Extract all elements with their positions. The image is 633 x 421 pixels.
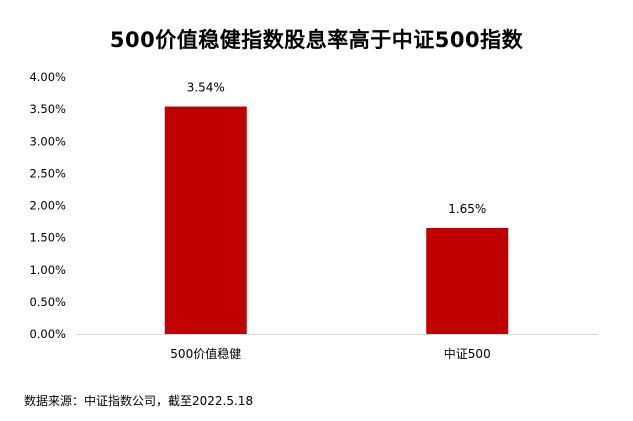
y-tick-label: 3.50% [29, 102, 66, 116]
y-tick-label: 1.00% [29, 263, 66, 277]
data-label: 3.54% [187, 81, 225, 95]
y-tick-label: 0.50% [29, 295, 66, 309]
y-tick-label: 3.00% [29, 134, 66, 148]
y-tick-label: 2.50% [29, 166, 66, 180]
y-tick-label: 0.00% [29, 327, 66, 341]
x-tick-label: 500价值稳健 [170, 346, 241, 361]
data-label-group: 3.54% 1.65% [187, 81, 487, 216]
data-label: 1.65% [448, 202, 486, 216]
bar [164, 106, 247, 335]
x-tick-label: 中证500 [444, 346, 491, 361]
y-tick-label: 1.50% [29, 231, 66, 245]
bar [426, 227, 509, 334]
bar-group [164, 106, 509, 335]
y-axis-ticks: 0.00% 0.50% 1.00% 1.50% 2.00% 2.50% 3.00% 3.50%… [29, 70, 66, 341]
chart-title: 500价值稳健指数股息率高于中证500指数 [109, 28, 524, 52]
y-tick-label: 2.00% [29, 199, 66, 213]
y-tick-label: 4.00% [29, 70, 66, 84]
x-axis-ticks: 500价值稳健 中证500 [170, 346, 490, 361]
source-note: 数据来源：中证指数公司，截至2022.5.18 [24, 394, 254, 408]
